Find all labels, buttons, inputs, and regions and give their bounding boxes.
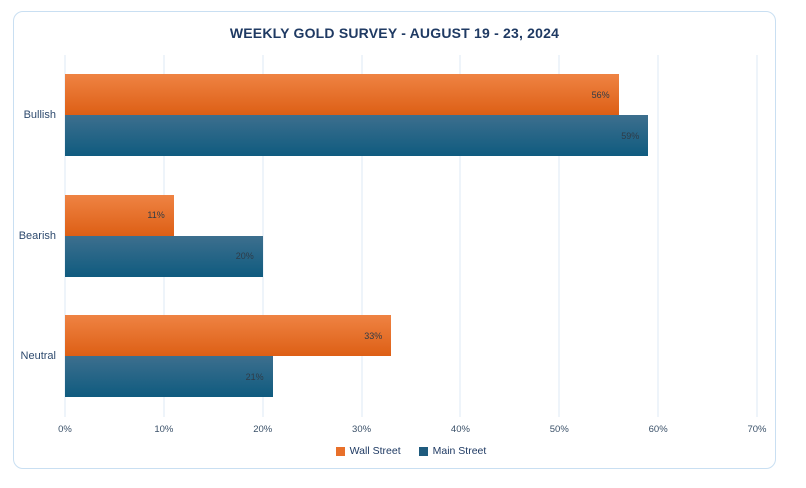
bar-row: 33% xyxy=(65,315,757,357)
bar-main-street-bullish: 59% xyxy=(65,115,649,157)
bar-row: 21% xyxy=(65,356,757,398)
bar-value-label: 59% xyxy=(621,130,640,141)
x-tick-label: 0% xyxy=(58,424,72,435)
gridline xyxy=(459,55,461,417)
legend-swatch-icon xyxy=(418,446,428,456)
gridline xyxy=(558,55,560,417)
bar-value-label: 20% xyxy=(235,251,254,262)
bar-row: 20% xyxy=(65,235,757,277)
category-label: Neutral xyxy=(20,350,56,363)
bar-row: 59% xyxy=(65,115,757,157)
bar-row: 56% xyxy=(65,74,757,116)
x-tick-label: 30% xyxy=(352,424,372,435)
plot-area: Bullish 56% 59% Bearish 11% 20% Neutral 33% 21% xyxy=(19,55,758,417)
x-tick-label: 50% xyxy=(549,424,569,435)
x-tick-label: 70% xyxy=(747,424,767,435)
bar-value-label: 56% xyxy=(591,89,610,100)
bar-group-neutral: Neutral 33% 21% xyxy=(21,296,757,417)
legend-swatch-icon xyxy=(335,446,345,456)
gridline xyxy=(657,55,659,417)
legend-item-main-street: Main Street xyxy=(418,445,487,457)
bar-group-bearish: Bearish 11% 20% xyxy=(19,176,757,297)
category-label: Bullish xyxy=(23,109,56,122)
legend-label: Wall Street xyxy=(349,445,401,457)
x-tick-label: 20% xyxy=(253,424,273,435)
bar-wall-street-bearish: 11% xyxy=(65,194,174,236)
bar-value-label: 11% xyxy=(147,210,165,221)
bar-main-street-bearish: 20% xyxy=(65,235,263,277)
chart-title: WEEKLY GOLD SURVEY - AUGUST 19 - 23, 202… xyxy=(229,25,560,41)
x-tick-label: 40% xyxy=(450,424,470,435)
bar-wall-street-neutral: 33% xyxy=(65,315,392,357)
legend: Wall Street Main Street xyxy=(65,445,757,457)
x-tick-label: 10% xyxy=(154,424,174,435)
bar-wall-street-bullish: 56% xyxy=(65,74,619,116)
gridline xyxy=(262,55,264,417)
x-tick-label: 60% xyxy=(648,424,668,435)
legend-label: Main Street xyxy=(432,445,487,457)
gridline xyxy=(756,55,758,417)
bar-main-street-neutral: 21% xyxy=(65,356,273,398)
bar-row: 11% xyxy=(65,194,757,236)
bar-group-bullish: Bullish 56% 59% xyxy=(24,55,757,176)
category-label: Bearish xyxy=(18,229,56,242)
x-axis: 0% 10% 20% 30% 40% 50% 60% 70% xyxy=(58,424,766,438)
bar-value-label: 21% xyxy=(245,371,264,382)
gridline xyxy=(361,55,363,417)
bar-value-label: 33% xyxy=(364,330,383,341)
legend-item-wall-street: Wall Street xyxy=(335,445,401,457)
